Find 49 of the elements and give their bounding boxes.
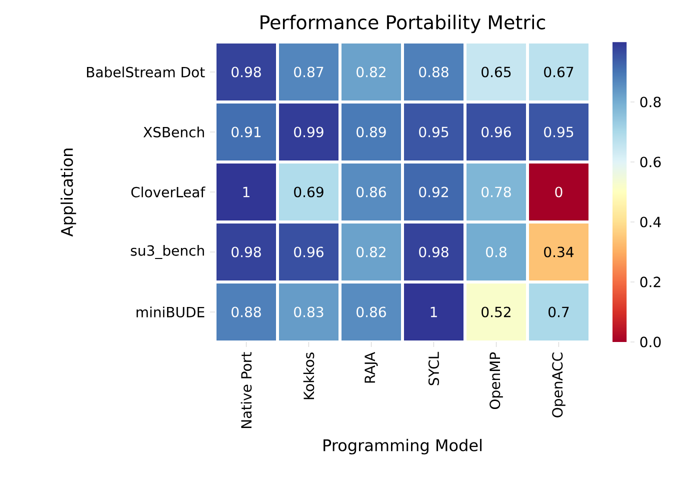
data-label: 0.88	[419, 66, 448, 78]
x-axis-title: Programming Model	[324, 438, 482, 454]
data-label: 0.98	[232, 246, 261, 258]
data-label: 0.96	[294, 246, 324, 258]
data-label: 0.34	[544, 246, 574, 258]
data-label: 0.92	[419, 186, 448, 198]
data-label: 0.86	[356, 186, 386, 198]
x-tick-label: OpenACC	[552, 352, 566, 418]
x-tick-label: RAJA	[364, 352, 378, 383]
y-tick-label: XSBench	[143, 126, 204, 138]
data-label: 0.98	[232, 66, 261, 78]
data-label: 0.67	[544, 66, 574, 78]
x-tick-label: Kokkos	[303, 352, 314, 400]
y-tick-label: CloverLeaf	[131, 186, 206, 198]
color-bar-label: 0.8	[640, 96, 661, 108]
y-tick-label: BabelStream Dot	[87, 66, 205, 78]
data-label: 0.95	[544, 126, 574, 138]
x-tick-label: OpenMP	[490, 352, 503, 409]
data-label: 0.69	[294, 186, 324, 198]
data-label: 1	[430, 306, 437, 318]
data-label: 0.52	[482, 306, 510, 318]
data-label: 0.88	[232, 306, 261, 318]
data-label: 0.89	[356, 126, 386, 138]
color-bar-label: 0.0	[640, 336, 661, 348]
data-label: 0	[555, 186, 562, 198]
data-label: 0.86	[356, 306, 386, 318]
color-bar-label: 0.4	[640, 216, 661, 228]
data-label: 0.91	[232, 126, 261, 138]
data-label: 0.96	[482, 126, 511, 138]
data-label: 0.82	[356, 246, 386, 258]
data-label: 0.78	[482, 186, 511, 198]
data-label: 0.98	[419, 246, 448, 258]
data-label: 0.99	[294, 126, 324, 138]
y-axis-title: Application	[60, 148, 76, 237]
color-bar-label: 0.6	[640, 156, 661, 168]
data-label: 0.82	[356, 66, 386, 78]
x-tick-label: Native Port	[240, 352, 252, 428]
data-label: 0.7	[548, 306, 569, 318]
data-label: 0.87	[294, 66, 324, 78]
x-tick-label: SYCL	[428, 352, 440, 386]
data-label: 1	[243, 186, 250, 198]
data-label: 0.83	[294, 306, 324, 318]
y-tick-label: miniBUDE	[136, 306, 204, 318]
color-bar-label: 0.2	[640, 276, 660, 288]
data-label: 0.95	[419, 126, 448, 138]
data-label: 0.65	[482, 66, 511, 78]
chart-title: Performance Portability Metric	[260, 14, 546, 34]
y-tick-label: su3_bench	[130, 245, 204, 259]
data-label: 0.8	[486, 246, 506, 258]
